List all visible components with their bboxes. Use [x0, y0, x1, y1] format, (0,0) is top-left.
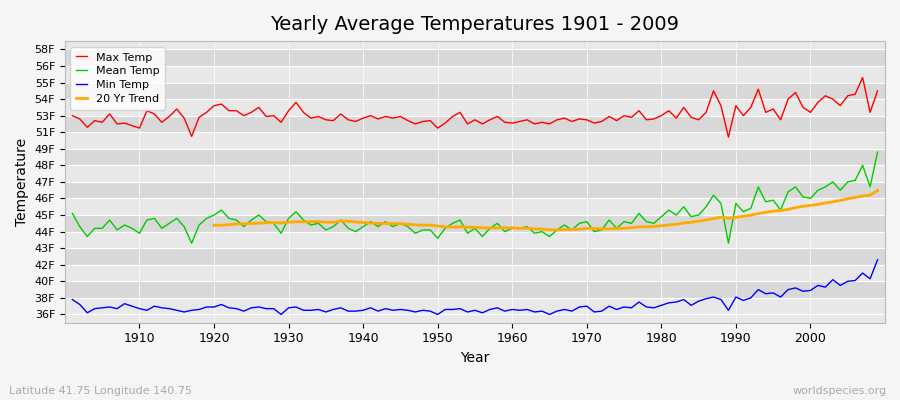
Max Temp: [507, 121, 517, 126]
Min Temp: [127, 304, 138, 308]
20 Yr Trend: [298, 220, 309, 224]
Bar: [65, 149, 885, 165]
20 Yr Trend: [872, 188, 883, 193]
Mean Temp: [186, 241, 197, 246]
20 Yr Trend: [679, 220, 689, 225]
Bar: [65, 248, 885, 265]
20 Yr Trend: [783, 207, 794, 212]
Mean Temp: [298, 218, 309, 222]
Max Temp: [723, 135, 734, 140]
Mean Temp: [67, 211, 77, 216]
Bar: [65, 132, 885, 149]
Bar: [65, 215, 885, 232]
Min Temp: [298, 308, 309, 313]
Min Temp: [872, 257, 883, 262]
Bar: [65, 66, 885, 82]
Max Temp: [597, 119, 608, 124]
20 Yr Trend: [410, 222, 420, 227]
Line: Min Temp: Min Temp: [72, 260, 878, 314]
Bar: [65, 165, 885, 182]
Legend: Max Temp, Mean Temp, Min Temp, 20 Yr Trend: Max Temp, Mean Temp, Min Temp, 20 Yr Tre…: [70, 47, 166, 110]
X-axis label: Year: Year: [460, 351, 490, 365]
Max Temp: [872, 88, 883, 93]
Text: worldspecies.org: worldspecies.org: [792, 386, 886, 396]
Max Temp: [336, 112, 346, 116]
Bar: [65, 99, 885, 116]
20 Yr Trend: [552, 228, 562, 232]
Bar: [65, 49, 885, 66]
Bar: [65, 298, 885, 314]
Min Temp: [275, 312, 286, 317]
Max Temp: [67, 113, 77, 118]
20 Yr Trend: [850, 195, 860, 200]
Bar: [65, 116, 885, 132]
Min Temp: [67, 297, 77, 302]
Max Temp: [127, 123, 138, 128]
Mean Temp: [127, 226, 138, 231]
Line: Max Temp: Max Temp: [72, 78, 878, 137]
Max Temp: [500, 120, 510, 125]
Bar: [65, 281, 885, 298]
Min Temp: [514, 308, 525, 313]
Bar: [65, 82, 885, 99]
Title: Yearly Average Temperatures 1901 - 2009: Yearly Average Temperatures 1901 - 2009: [271, 15, 680, 34]
Bar: [65, 232, 885, 248]
Bar: [65, 265, 885, 281]
20 Yr Trend: [209, 223, 220, 228]
Min Temp: [343, 309, 354, 314]
Mean Temp: [343, 226, 354, 231]
Line: Mean Temp: Mean Temp: [72, 152, 878, 243]
Mean Temp: [514, 226, 525, 231]
Text: Latitude 41.75 Longitude 140.75: Latitude 41.75 Longitude 140.75: [9, 386, 192, 396]
Bar: [65, 182, 885, 198]
Min Temp: [604, 304, 615, 308]
Mean Temp: [604, 218, 615, 222]
20 Yr Trend: [768, 209, 778, 214]
Max Temp: [857, 75, 868, 80]
Y-axis label: Temperature: Temperature: [15, 138, 29, 226]
Mean Temp: [872, 150, 883, 154]
Max Temp: [291, 100, 302, 105]
Mean Temp: [507, 226, 517, 231]
Bar: [65, 198, 885, 215]
Line: 20 Yr Trend: 20 Yr Trend: [214, 191, 878, 230]
Min Temp: [507, 307, 517, 312]
